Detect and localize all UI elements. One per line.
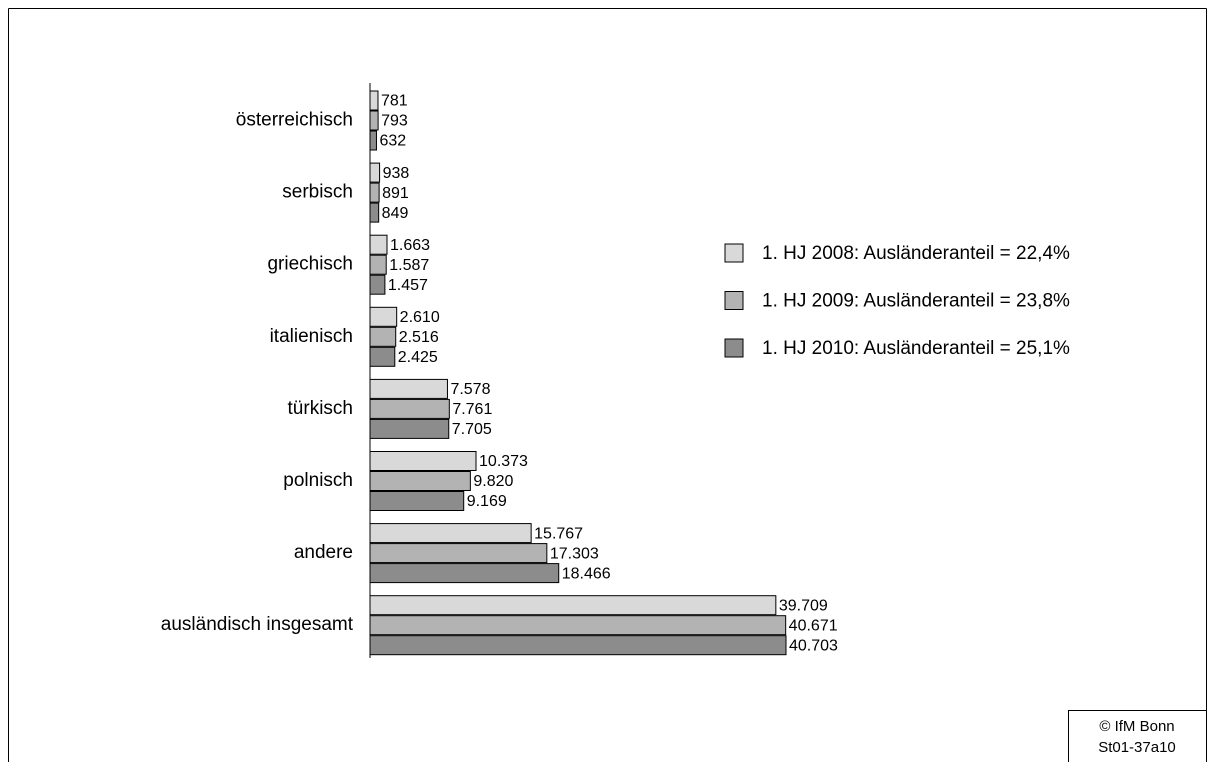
bar xyxy=(369,543,548,564)
value-label: 2.425 xyxy=(398,349,438,366)
value-label: 793 xyxy=(381,113,408,130)
bar xyxy=(369,110,379,131)
bar xyxy=(369,398,450,419)
value-label: 2.610 xyxy=(400,309,440,326)
value-label: 1.663 xyxy=(390,237,430,254)
bar xyxy=(369,563,560,584)
value-label: 938 xyxy=(383,165,410,182)
category-label: andere xyxy=(294,542,353,563)
legend-swatch xyxy=(724,243,744,263)
category-label: griechisch xyxy=(267,254,353,275)
bar xyxy=(369,615,787,636)
value-label: 7.705 xyxy=(452,421,492,438)
value-label: 9.820 xyxy=(473,473,513,490)
value-label: 1.457 xyxy=(388,277,428,294)
legend-swatch xyxy=(724,338,744,358)
value-label: 15.767 xyxy=(534,525,583,542)
value-label: 9.169 xyxy=(467,493,507,510)
value-label: 7.761 xyxy=(452,401,492,418)
value-label: 2.516 xyxy=(399,329,439,346)
value-label: 7.578 xyxy=(450,381,490,398)
bar xyxy=(369,254,387,275)
bar xyxy=(369,451,477,471)
category-label: türkisch xyxy=(288,398,353,419)
value-label: 39.709 xyxy=(779,597,828,614)
value-label: 10.373 xyxy=(479,453,528,470)
value-label: 40.671 xyxy=(789,617,838,634)
category-label: österreichisch xyxy=(236,110,353,131)
value-label: 891 xyxy=(382,185,409,202)
bar xyxy=(369,491,465,511)
bar xyxy=(369,162,381,183)
value-label: 849 xyxy=(382,205,409,222)
bar xyxy=(369,90,379,111)
category-label: polnisch xyxy=(283,470,353,491)
bar xyxy=(369,202,380,223)
bar xyxy=(369,274,386,295)
value-label: 40.703 xyxy=(789,637,838,654)
category-label: italienisch xyxy=(270,326,353,347)
source-line: St01-37a10 xyxy=(1098,739,1176,756)
legend-swatch xyxy=(724,291,744,310)
legend-label: 1. HJ 2010: Ausländeranteil = 25,1% xyxy=(762,338,1070,359)
bar xyxy=(369,378,448,399)
bar xyxy=(369,346,396,367)
bar xyxy=(369,471,471,491)
bar xyxy=(369,635,787,656)
bar xyxy=(369,523,532,544)
value-label: 18.466 xyxy=(562,565,611,582)
value-label: 781 xyxy=(381,93,408,110)
bar xyxy=(369,306,398,327)
value-label: 1.587 xyxy=(389,257,429,274)
bar xyxy=(369,418,450,439)
legend-label: 1. HJ 2009: Ausländeranteil = 23,8% xyxy=(762,291,1070,312)
bar xyxy=(369,326,397,347)
category-label: ausländisch insgesamt xyxy=(161,614,354,635)
bar xyxy=(369,130,377,151)
bar xyxy=(369,595,777,616)
value-label: 17.303 xyxy=(550,545,599,562)
value-label: 632 xyxy=(379,133,406,150)
bar xyxy=(369,234,388,255)
bar xyxy=(369,182,380,203)
source-box xyxy=(1068,710,1207,762)
source-line: © IfM Bonn xyxy=(1099,718,1174,735)
category-label: serbisch xyxy=(282,182,353,203)
legend-label: 1. HJ 2008: Ausländeranteil = 22,4% xyxy=(762,243,1070,264)
